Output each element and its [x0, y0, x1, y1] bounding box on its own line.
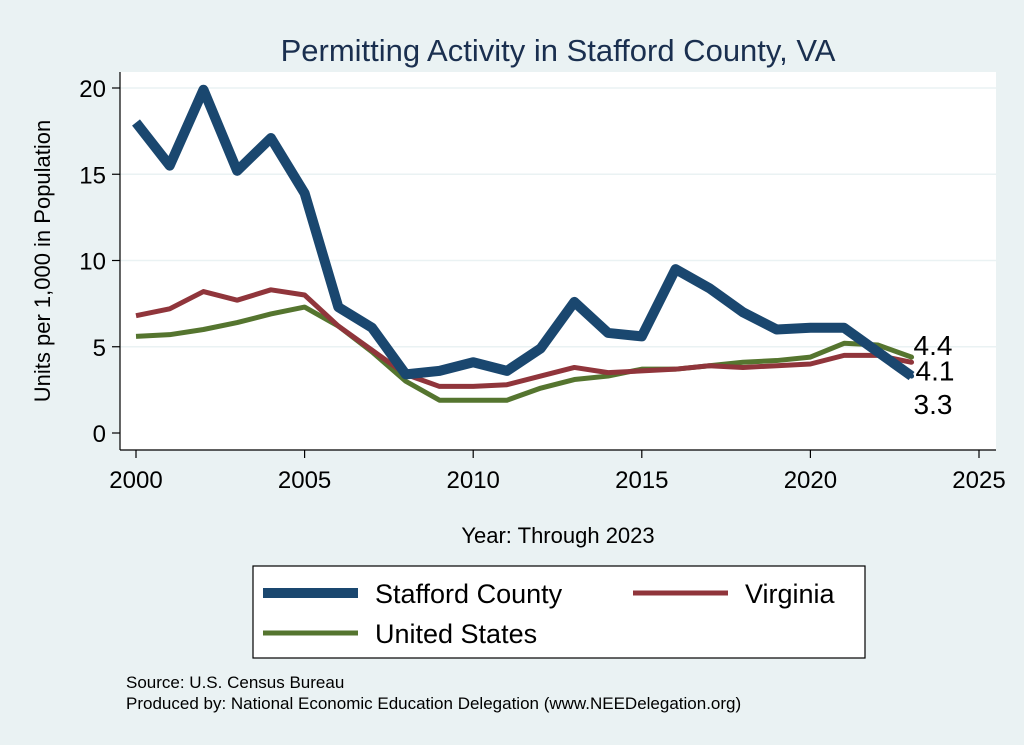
y-tick-label: 10 [79, 249, 106, 276]
x-tick-label: 2005 [278, 467, 331, 494]
series-line-virginia [135, 287, 913, 389]
legend-label-virginia: Virginia [745, 579, 836, 609]
axes: 0 5 10 15 20 2000 2005 2010 2015 2020 2025 [79, 72, 1006, 494]
x-tick-label: 2010 [447, 467, 500, 494]
y-tick-label: 15 [79, 162, 106, 189]
x-tick-label: 2020 [784, 467, 837, 494]
series-line-stafford-county [132, 84, 915, 381]
end-marker-virginia [909, 359, 915, 365]
y-tick-label: 0 [93, 421, 106, 448]
series-line-united-states [135, 304, 913, 403]
chart-title: Permitting Activity in Stafford County, … [281, 33, 836, 68]
gridlines [120, 87, 996, 348]
source-note: Source: U.S. Census Bureau [126, 673, 344, 692]
x-axis-title: Year: Through 2023 [461, 523, 654, 548]
legend-label-stafford-county: Stafford County [375, 579, 563, 609]
end-labels: 3.34.14.4 [909, 330, 954, 420]
legend-box [252, 565, 866, 659]
legend-label-united-states: United States [375, 619, 537, 649]
y-axis-title: Units per 1,000 in Population [30, 120, 55, 403]
legend: Stafford County Virginia United States [252, 565, 866, 659]
y-tick-label: 5 [93, 335, 106, 362]
end-marker-united-states [909, 354, 915, 360]
end-label-united-states: 4.4 [914, 330, 953, 361]
y-tick-label: 20 [79, 76, 106, 103]
x-tick-label: 2025 [952, 467, 1005, 494]
x-tick-label: 2000 [109, 467, 162, 494]
end-marker-stafford-county [909, 373, 915, 379]
produced-by-note: Produced by: National Economic Education… [126, 694, 741, 713]
series-lines [132, 84, 915, 403]
end-label-stafford-county: 3.3 [914, 389, 953, 420]
x-tick-label: 2015 [615, 467, 668, 494]
end-label-virginia: 4.1 [916, 355, 955, 386]
